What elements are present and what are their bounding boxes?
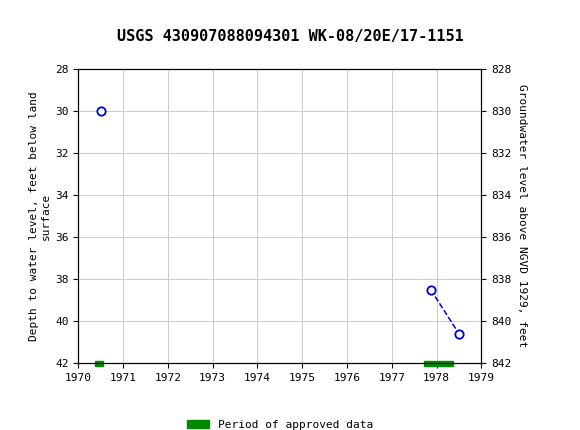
Legend: Period of approved data: Period of approved data: [182, 415, 378, 430]
Y-axis label: Groundwater level above NGVD 1929, feet: Groundwater level above NGVD 1929, feet: [517, 84, 527, 348]
Bar: [95, 361, 103, 366]
Text: USGS 430907088094301 WK-08/20E/17-1151: USGS 430907088094301 WK-08/20E/17-1151: [117, 29, 463, 44]
Text: ≋USGS: ≋USGS: [9, 9, 63, 28]
Y-axis label: Depth to water level, feet below land
surface: Depth to water level, feet below land su…: [30, 91, 51, 341]
Bar: [424, 361, 453, 366]
